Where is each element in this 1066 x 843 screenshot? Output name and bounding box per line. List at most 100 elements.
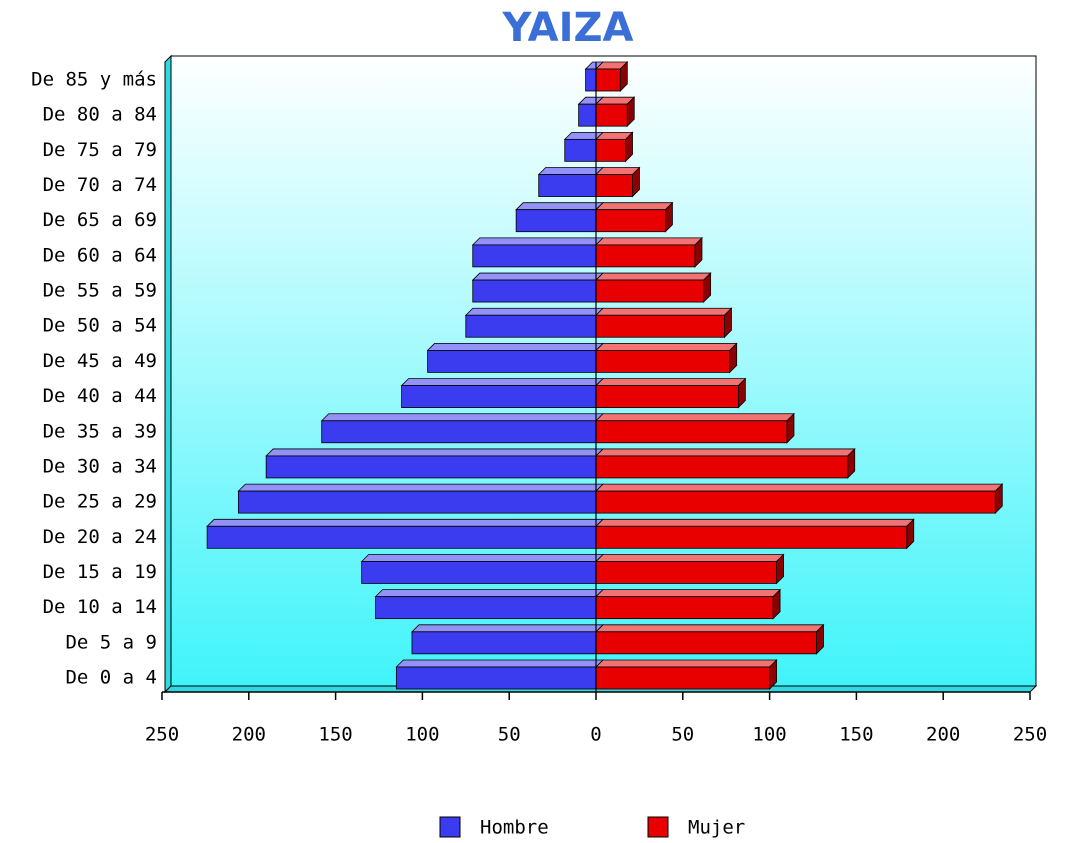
bar-top bbox=[595, 343, 738, 351]
bar-top bbox=[537, 167, 604, 175]
bar-top bbox=[595, 659, 778, 668]
bar-top bbox=[237, 483, 604, 492]
x-tick-label: 100 bbox=[405, 724, 439, 746]
bar-top bbox=[595, 518, 915, 527]
bar bbox=[595, 455, 849, 479]
bar-top bbox=[595, 202, 674, 211]
bar-top bbox=[265, 448, 604, 457]
bar-top bbox=[595, 272, 712, 281]
y-tick-label: De 5 a 9 bbox=[65, 631, 157, 653]
x-tick-label: 250 bbox=[1013, 724, 1047, 746]
bar bbox=[595, 314, 725, 338]
x-tick-label: 150 bbox=[318, 724, 352, 746]
bar bbox=[375, 596, 597, 620]
bar-top bbox=[374, 589, 604, 598]
bar bbox=[538, 174, 597, 197]
x-tick-label: 100 bbox=[752, 724, 786, 746]
x-tick-label: 0 bbox=[590, 724, 601, 746]
bar-top bbox=[395, 659, 604, 668]
bar-top bbox=[411, 624, 604, 633]
legend-label: Hombre bbox=[480, 817, 549, 839]
x-tick-label: 250 bbox=[145, 724, 179, 746]
bar bbox=[595, 103, 628, 127]
bar bbox=[265, 455, 597, 479]
legend-label: Mujer bbox=[688, 817, 745, 839]
y-tick-label: De 70 a 74 bbox=[43, 174, 157, 196]
x-tick-label: 50 bbox=[671, 724, 694, 746]
bar-top bbox=[595, 448, 856, 457]
bar-top bbox=[360, 554, 604, 562]
y-tick-label: De 20 a 24 bbox=[43, 526, 157, 548]
bar-top bbox=[595, 413, 795, 422]
bar bbox=[515, 209, 597, 233]
bar bbox=[465, 314, 597, 338]
bar-top bbox=[595, 237, 703, 246]
bar-top bbox=[471, 272, 604, 281]
bar bbox=[237, 490, 597, 514]
bar-top bbox=[426, 343, 604, 351]
bar-top bbox=[595, 307, 733, 316]
y-tick-label: De 65 a 69 bbox=[43, 209, 157, 231]
bar-top bbox=[595, 624, 825, 633]
bar bbox=[411, 631, 597, 655]
bar bbox=[206, 525, 597, 549]
bar bbox=[595, 350, 731, 373]
bar bbox=[564, 138, 597, 162]
bar-top bbox=[595, 483, 1004, 492]
y-tick-label: De 15 a 19 bbox=[43, 561, 157, 583]
bar bbox=[595, 525, 908, 549]
legend-swatch bbox=[647, 816, 669, 838]
y-tick-label: De 30 a 34 bbox=[43, 455, 157, 477]
y-tick-label: De 40 a 44 bbox=[43, 385, 157, 407]
x-tick-label: 200 bbox=[926, 724, 960, 746]
bar-top bbox=[464, 307, 604, 316]
bar bbox=[595, 244, 696, 268]
bar bbox=[472, 244, 597, 268]
bar bbox=[472, 279, 597, 303]
y-tick-label: De 25 a 29 bbox=[43, 491, 157, 513]
bar bbox=[595, 385, 739, 408]
y-tick-label: De 85 y más bbox=[31, 69, 157, 91]
bar-top bbox=[595, 589, 782, 598]
bar bbox=[361, 561, 597, 584]
y-tick-label: De 0 a 4 bbox=[65, 667, 157, 689]
x-tick-label: 50 bbox=[498, 724, 521, 746]
bar bbox=[578, 103, 597, 127]
bar bbox=[595, 490, 996, 514]
bar bbox=[595, 596, 774, 620]
bar bbox=[595, 666, 771, 690]
y-tick-label: De 50 a 54 bbox=[43, 315, 157, 337]
bar-top bbox=[595, 167, 641, 175]
bar bbox=[321, 420, 597, 444]
x-tick-label: 200 bbox=[232, 724, 266, 746]
y-tick-label: De 45 a 49 bbox=[43, 350, 157, 372]
bar bbox=[585, 68, 597, 92]
bar bbox=[401, 385, 597, 408]
bar bbox=[395, 666, 597, 690]
bar bbox=[595, 138, 626, 162]
legend-swatch bbox=[439, 816, 461, 838]
y-tick-label: De 35 a 39 bbox=[43, 420, 157, 442]
bar bbox=[595, 174, 633, 197]
y-tick-label: De 10 a 14 bbox=[43, 596, 157, 618]
bar bbox=[595, 420, 788, 444]
bar bbox=[595, 631, 817, 655]
y-tick-label: De 80 a 84 bbox=[43, 104, 157, 126]
bar bbox=[595, 561, 777, 584]
bar bbox=[427, 350, 597, 373]
y-tick-label: De 60 a 64 bbox=[43, 244, 157, 266]
bar-top bbox=[471, 237, 604, 246]
x-tick-label: 150 bbox=[839, 724, 873, 746]
bar-top bbox=[400, 378, 604, 386]
bar bbox=[595, 68, 621, 92]
left-wall bbox=[164, 54, 172, 694]
bar-top bbox=[595, 378, 747, 386]
bar-top bbox=[320, 413, 604, 422]
y-tick-label: De 75 a 79 bbox=[43, 139, 157, 161]
bar-top bbox=[206, 518, 604, 527]
y-tick-label: De 55 a 59 bbox=[43, 280, 157, 302]
bar bbox=[595, 209, 666, 233]
bar-top bbox=[515, 202, 604, 211]
bar-top bbox=[595, 554, 785, 562]
